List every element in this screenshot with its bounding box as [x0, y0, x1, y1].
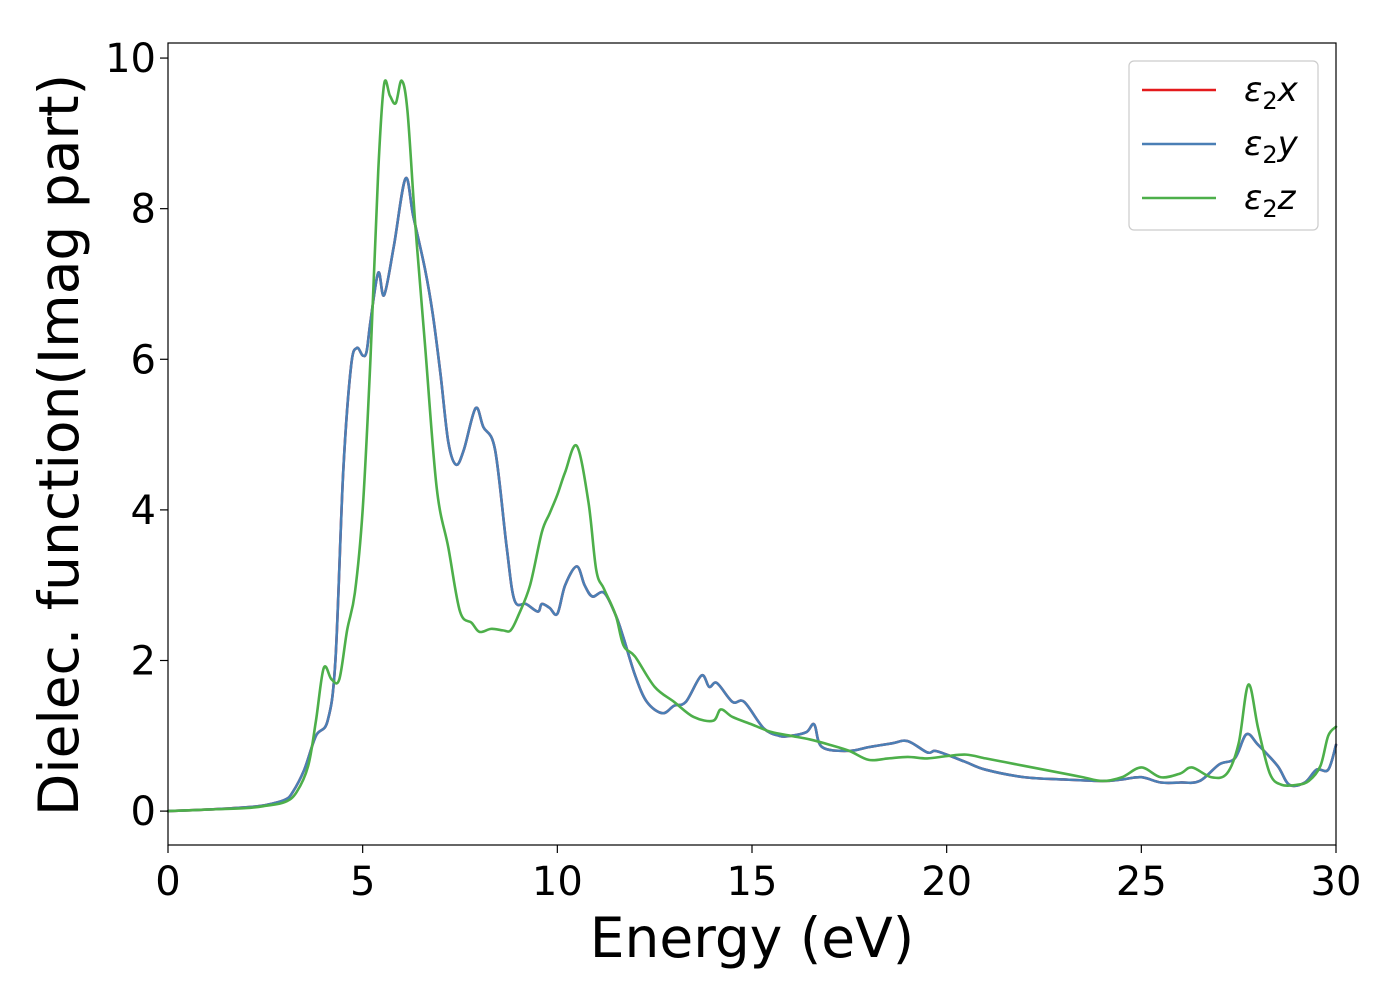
legend-label-y: ε2y: [1244, 124, 1299, 169]
y-tick-label: 2: [131, 639, 156, 685]
x-tick-label: 25: [1116, 859, 1167, 905]
x-tick-label: 5: [350, 859, 375, 905]
y-tick-label: 8: [131, 187, 156, 233]
legend-label-z: ε2z: [1244, 178, 1297, 223]
x-tick-label: 10: [532, 859, 583, 905]
x-axis-title: Energy (eV): [590, 906, 914, 970]
x-tick-label: 0: [155, 859, 180, 905]
x-tick-label: 15: [727, 859, 778, 905]
legend: ε2x ε2y ε2z: [1128, 60, 1319, 231]
legend-label-x: ε2x: [1244, 70, 1299, 115]
legend-frame: [1128, 60, 1319, 231]
y-tick-label: 0: [131, 789, 156, 835]
y-tick-label: 4: [131, 488, 156, 534]
y-axis-ticks: 0 2 4 6 8 10: [105, 36, 168, 835]
y-axis-title: Dielec. function(Imag part): [27, 74, 91, 816]
series-group: [166, 79, 1338, 813]
y-tick-label: 10: [105, 36, 156, 82]
y-tick-label: 6: [131, 337, 156, 383]
x-tick-label: 30: [1311, 859, 1362, 905]
series-line-z: [166, 79, 1338, 813]
x-axis-ticks: 0 5 10 15 20 25 30: [155, 845, 1361, 905]
x-tick-label: 20: [921, 859, 972, 905]
